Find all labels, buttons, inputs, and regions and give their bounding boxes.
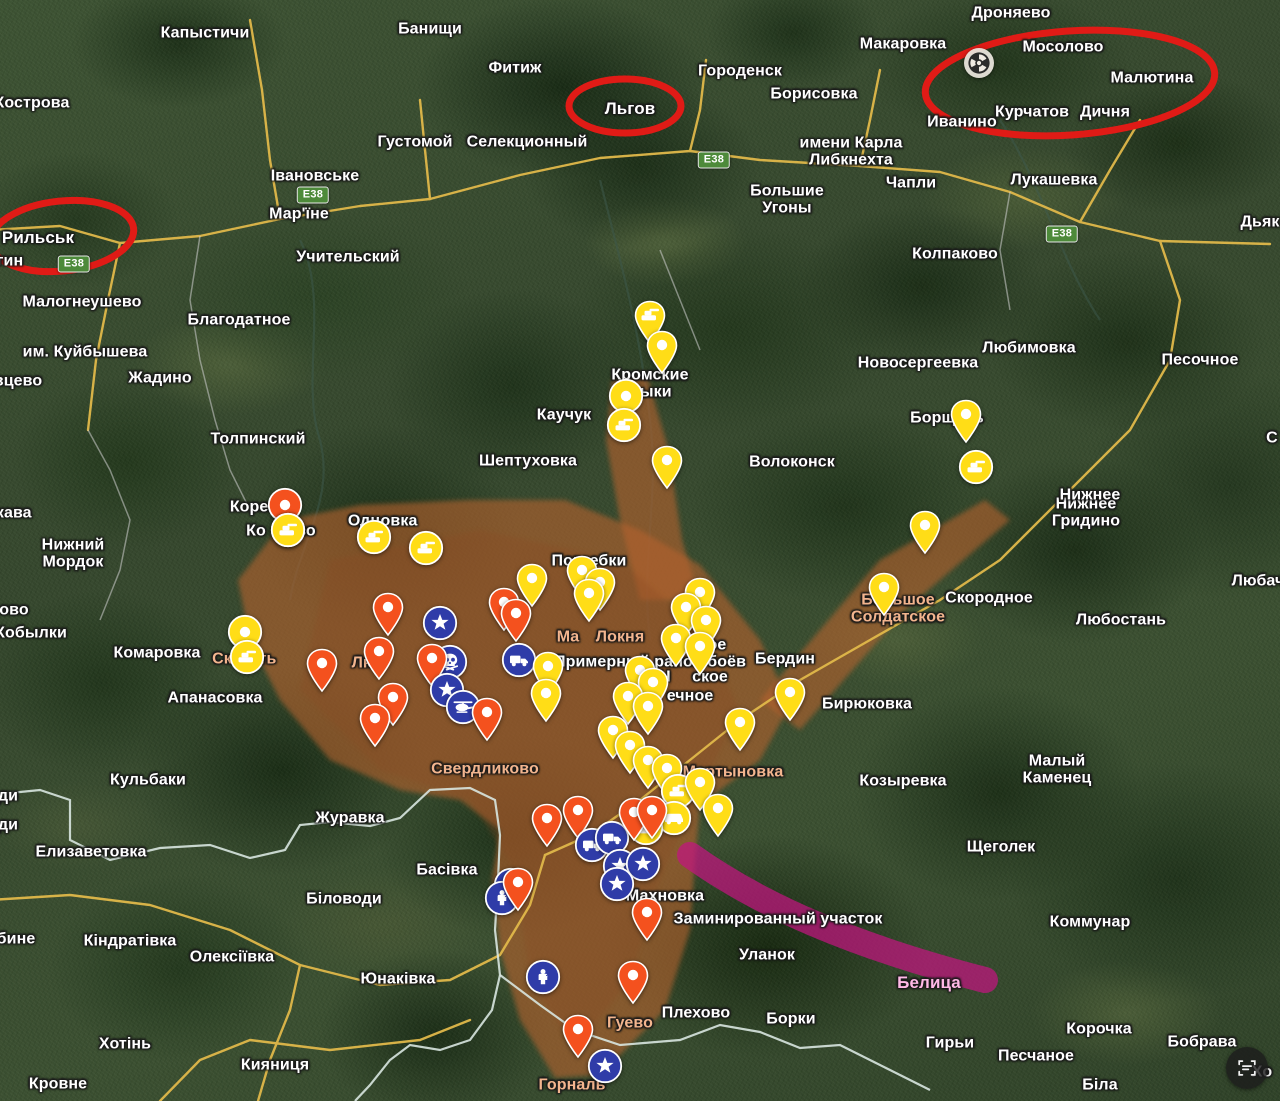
scan-button[interactable] — [1226, 1047, 1268, 1089]
map-marker-yellow-dot[interactable] — [528, 677, 564, 723]
map-marker-yellow-dot[interactable] — [948, 398, 984, 444]
map-marker-yellow-dot[interactable] — [571, 577, 607, 623]
map-marker-blue-star[interactable] — [586, 1047, 624, 1085]
map-marker-orange-dot[interactable] — [500, 866, 536, 912]
scan-text-icon — [1238, 1060, 1256, 1076]
map-marker-yellow-dot[interactable] — [630, 690, 666, 736]
map-marker-yellow-dot[interactable] — [226, 613, 264, 651]
map-marker-yellow-dot[interactable] — [644, 329, 680, 375]
map-marker-yellow-dot[interactable] — [514, 562, 550, 608]
map-marker-blue-star[interactable] — [624, 845, 662, 883]
map-marker-orange-dot[interactable] — [357, 702, 393, 748]
map-marker-yellow-tank[interactable] — [355, 518, 393, 556]
map-marker-yellow-tank[interactable] — [269, 511, 307, 549]
map-marker-orange-dot[interactable] — [361, 635, 397, 681]
map-marker-blue-star[interactable] — [598, 865, 636, 903]
map-marker-orange-dot[interactable] — [469, 696, 505, 742]
map-marker-yellow-dot[interactable] — [772, 676, 808, 722]
map-marker-yellow-tank[interactable] — [605, 406, 643, 444]
map-marker-orange-dot[interactable] — [498, 597, 534, 643]
map-marker-orange-dot[interactable] — [560, 1013, 596, 1059]
map-marker-blue-truck[interactable] — [593, 819, 631, 857]
svg-text:?: ? — [505, 894, 510, 903]
svg-text:?: ? — [546, 973, 551, 982]
map-marker-blue-pow[interactable]: ? — [524, 958, 562, 996]
map-marker-orange-dot[interactable] — [615, 959, 651, 1005]
map-marker-yellow-dot[interactable] — [682, 630, 718, 676]
map-marker-yellow-dot[interactable] — [866, 571, 902, 617]
map-marker-orange-dot[interactable] — [629, 896, 665, 942]
map-marker-yellow-dot[interactable] — [907, 509, 943, 555]
map-marker-yellow-tank[interactable] — [957, 448, 995, 486]
nuclear-plant-icon[interactable] — [962, 46, 996, 80]
map-marker-yellow-dot[interactable] — [649, 444, 685, 490]
map-marker-orange-dot[interactable] — [370, 591, 406, 637]
map-marker-yellow-tank[interactable] — [228, 638, 266, 676]
map-marker-blue-star[interactable] — [421, 604, 459, 642]
map-marker-orange-dot[interactable] — [529, 802, 565, 848]
map-marker-orange-dot[interactable] — [560, 794, 596, 840]
map-marker-orange-dot[interactable] — [266, 486, 304, 524]
map-marker-orange-dot[interactable] — [304, 647, 340, 693]
map-marker-yellow-dot[interactable] — [700, 792, 736, 838]
map-marker-blue-truck[interactable] — [500, 641, 538, 679]
map-marker-yellow-tank[interactable] — [407, 529, 445, 567]
map-marker-orange-dot[interactable] — [634, 794, 670, 840]
map-marker-yellow-dot[interactable] — [722, 706, 758, 752]
